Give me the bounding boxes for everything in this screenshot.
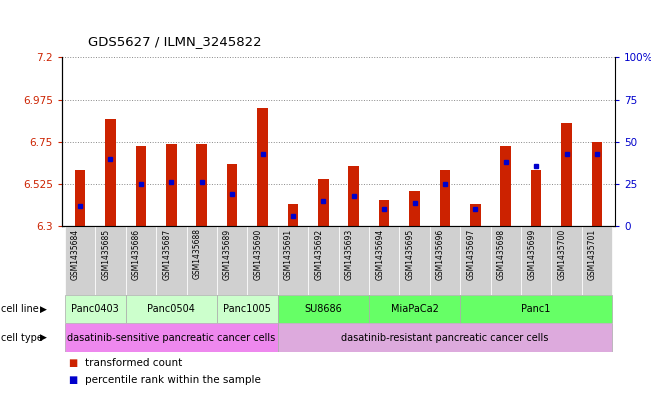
Bar	[531, 170, 542, 226]
Text: GSM1435700: GSM1435700	[557, 228, 566, 280]
Bar	[227, 164, 238, 226]
Text: ▶: ▶	[40, 333, 48, 342]
Text: ■: ■	[68, 358, 77, 368]
Text: GSM1435699: GSM1435699	[527, 228, 536, 280]
Text: GSM1435689: GSM1435689	[223, 228, 232, 279]
Text: Panc1: Panc1	[521, 304, 551, 314]
Bar	[65, 226, 95, 295]
Bar	[521, 226, 551, 295]
Text: Panc0504: Panc0504	[147, 304, 195, 314]
Bar	[217, 295, 278, 323]
Bar	[470, 204, 480, 226]
Bar	[278, 226, 308, 295]
Bar	[369, 226, 399, 295]
Bar	[156, 226, 186, 295]
Bar	[308, 226, 339, 295]
Bar	[409, 191, 420, 226]
Bar	[186, 226, 217, 295]
Bar	[135, 146, 146, 226]
Bar	[95, 226, 126, 295]
Text: GSM1435686: GSM1435686	[132, 228, 141, 279]
Bar	[348, 166, 359, 226]
Bar	[75, 170, 85, 226]
Text: GSM1435687: GSM1435687	[162, 228, 171, 279]
Text: GSM1435690: GSM1435690	[253, 228, 262, 280]
Text: GSM1435696: GSM1435696	[436, 228, 445, 280]
Bar	[339, 226, 369, 295]
Bar	[278, 323, 612, 352]
Text: GSM1435698: GSM1435698	[497, 228, 506, 279]
Text: Panc0403: Panc0403	[72, 304, 119, 314]
Bar	[166, 144, 176, 226]
Text: cell type: cell type	[1, 332, 42, 343]
Bar	[399, 226, 430, 295]
Bar	[247, 226, 278, 295]
Bar	[501, 146, 511, 226]
Text: GSM1435693: GSM1435693	[345, 228, 353, 280]
Text: GSM1435688: GSM1435688	[193, 228, 202, 279]
Text: GSM1435695: GSM1435695	[406, 228, 415, 280]
Text: MiaPaCa2: MiaPaCa2	[391, 304, 439, 314]
Text: GSM1435685: GSM1435685	[102, 228, 111, 279]
Text: GSM1435694: GSM1435694	[375, 228, 384, 280]
Bar	[318, 180, 329, 226]
Text: GSM1435697: GSM1435697	[466, 228, 475, 280]
Bar	[561, 123, 572, 226]
Text: ▶: ▶	[40, 305, 48, 314]
Text: Panc1005: Panc1005	[223, 304, 271, 314]
Bar	[592, 142, 602, 226]
Text: cell line: cell line	[1, 304, 38, 314]
Bar	[65, 323, 278, 352]
Text: percentile rank within the sample: percentile rank within the sample	[85, 375, 260, 385]
Text: GSM1435684: GSM1435684	[71, 228, 80, 279]
Text: dasatinib-sensitive pancreatic cancer cells: dasatinib-sensitive pancreatic cancer ce…	[67, 332, 275, 343]
Text: GSM1435691: GSM1435691	[284, 228, 293, 279]
Bar	[197, 144, 207, 226]
Text: GSM1435692: GSM1435692	[314, 228, 324, 279]
Text: dasatinib-resistant pancreatic cancer cells: dasatinib-resistant pancreatic cancer ce…	[341, 332, 549, 343]
Bar	[460, 226, 491, 295]
Text: ■: ■	[68, 375, 77, 385]
Text: SU8686: SU8686	[305, 304, 342, 314]
Bar	[379, 200, 389, 226]
Bar	[460, 295, 612, 323]
Bar	[430, 226, 460, 295]
Bar	[105, 119, 116, 226]
Bar	[439, 170, 450, 226]
Bar	[288, 204, 298, 226]
Bar	[551, 226, 582, 295]
Text: transformed count: transformed count	[85, 358, 182, 368]
Bar	[582, 226, 612, 295]
Bar	[491, 226, 521, 295]
Text: GDS5627 / ILMN_3245822: GDS5627 / ILMN_3245822	[88, 35, 262, 48]
Bar	[369, 295, 460, 323]
Text: GSM1435701: GSM1435701	[588, 228, 597, 279]
Bar	[257, 108, 268, 226]
Bar	[126, 226, 156, 295]
Bar	[278, 295, 369, 323]
Bar	[65, 295, 126, 323]
Bar	[217, 226, 247, 295]
Bar	[126, 295, 217, 323]
